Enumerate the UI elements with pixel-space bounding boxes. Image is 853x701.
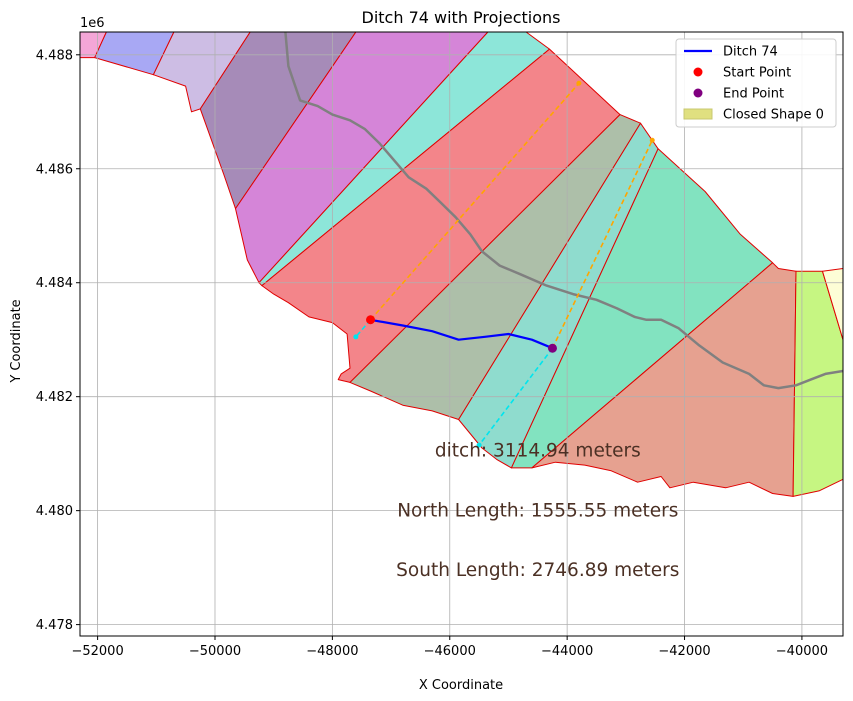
- parcel-polygon-12: [822, 268, 843, 341]
- north-projection-line-1: [551, 139, 653, 349]
- plot-area: [80, 32, 843, 636]
- ditch-line: [370, 318, 553, 350]
- x-tick-label-0: −52000: [71, 644, 123, 659]
- y-tick-label-0: 4.478: [36, 618, 73, 633]
- legend-label-3: Closed Shape 0: [723, 108, 824, 123]
- y-tick-label-3: 4.484: [36, 276, 73, 291]
- legend-swatch-2: [693, 88, 703, 98]
- south-projection-line-1: [478, 347, 554, 446]
- parcel-polygon-2: [152, 32, 251, 113]
- start-point-marker: [366, 315, 376, 325]
- x-tick-label-5: −42000: [658, 644, 710, 659]
- legend-label-0: Ditch 74: [723, 45, 778, 60]
- river-line: [284, 32, 843, 390]
- x-tick-label-6: −40000: [776, 644, 828, 659]
- legend-label-1: Start Point: [723, 66, 791, 81]
- y-tick-label-5: 4.488: [36, 48, 73, 63]
- legend-label-2: End Point: [723, 87, 784, 102]
- south-projection-end-1: [476, 442, 482, 448]
- legend-swatch-3: [683, 108, 713, 120]
- annotation-2: South Length: 2746.89 meters: [396, 560, 679, 581]
- y-axis-label: Y Coordinate: [9, 299, 24, 383]
- annotation-1: North Length: 1555.55 meters: [397, 500, 678, 521]
- north-projection-end-0: [576, 80, 582, 86]
- end-point-marker: [547, 343, 557, 353]
- legend-swatch-1: [693, 67, 703, 77]
- y-tick-label-2: 4.482: [36, 390, 73, 405]
- parcel-polygons: [80, 32, 843, 497]
- x-tick-label-2: −48000: [306, 644, 358, 659]
- north-projection-line-0: [369, 82, 580, 321]
- legend-box: [675, 38, 837, 128]
- parcel-polygon-4: [235, 32, 489, 284]
- river-line-group: [284, 32, 843, 390]
- ditch-line-group: [370, 318, 553, 350]
- legend: Ditch 74 Start Point End Point Closed Shape…: [675, 38, 837, 128]
- north-projection-end-1: [649, 137, 655, 143]
- x-tick-label-3: −46000: [424, 644, 476, 659]
- parcel-polygon-3: [199, 32, 357, 210]
- y-axis-ticks: 4.478 4.480 4.482 4.484 4.486 4.488: [36, 48, 80, 633]
- x-tick-label-4: −44000: [541, 644, 593, 659]
- annotations: ditch: 3114.94 meters North Length: 1555.…: [396, 441, 679, 582]
- y-tick-label-1: 4.480: [36, 504, 73, 519]
- y-tick-label-4: 4.486: [36, 162, 73, 177]
- x-axis-label: X Coordinate: [419, 678, 503, 693]
- endpoint-markers: [366, 315, 557, 353]
- x-tick-label-1: −50000: [189, 644, 241, 659]
- y-offset-label: 1e6: [80, 16, 105, 31]
- chart-title: Ditch 74 with Projections: [362, 8, 561, 27]
- plot-frame: [79, 31, 844, 637]
- annotation-0: ditch: 3114.94 meters: [435, 441, 641, 462]
- x-axis-ticks: −52000 −50000 −48000 −46000 −44000 −42000 −400…: [71, 636, 828, 659]
- south-projection-end-0: [353, 334, 359, 340]
